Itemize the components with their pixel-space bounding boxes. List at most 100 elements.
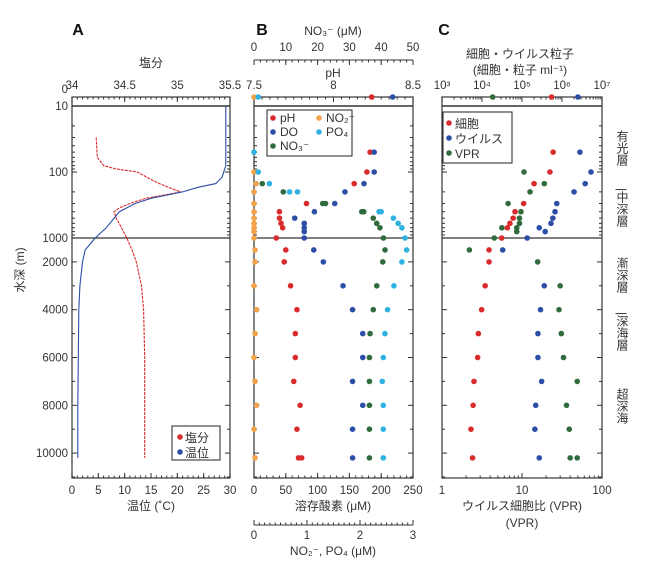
data-point-blue	[552, 208, 558, 215]
data-point-ph	[276, 215, 283, 221]
data-point-no3	[370, 306, 377, 313]
bottom-tick-label: 100	[592, 485, 611, 497]
plot-frame-a	[71, 96, 231, 479]
data-point-np	[384, 306, 391, 313]
top-tick-label: 10⁵	[513, 80, 531, 92]
legend-label: DO	[280, 125, 298, 139]
data-point-blue	[532, 402, 539, 409]
data-point-ph	[281, 259, 288, 265]
data-point-np	[255, 94, 262, 100]
data-point-red	[498, 235, 505, 241]
data-point-green	[566, 426, 573, 433]
y-tick-label: 100	[49, 167, 68, 179]
bottom-tick-label: 30	[224, 485, 237, 497]
data-point-no3	[367, 330, 373, 337]
data-point-no3	[373, 283, 380, 289]
no3-tick-label: 0	[251, 42, 257, 54]
data-point-do	[291, 215, 298, 221]
bottom-tick-label: 0	[69, 485, 75, 497]
data-point-np	[252, 259, 258, 265]
data-point-ph	[276, 208, 283, 215]
data-point-np	[252, 247, 258, 253]
do-tick-label: 50	[279, 485, 292, 497]
zone-label: |中深層	[615, 188, 629, 228]
legend-label: NO₃⁻	[280, 139, 309, 153]
data-point-green	[558, 330, 565, 337]
do-tick-label: 250	[403, 485, 422, 497]
data-point-red	[468, 426, 474, 433]
data-point-do	[342, 189, 348, 195]
data-point-green	[541, 180, 548, 187]
data-point-do	[359, 354, 366, 361]
data-point-green	[534, 259, 541, 265]
data-point-blue	[548, 220, 554, 227]
data-point-do	[361, 180, 367, 187]
data-point-no3	[366, 402, 373, 409]
data-point-no3	[366, 378, 373, 385]
data-point-green	[489, 94, 496, 100]
ph-tick-label: 7.5	[246, 80, 262, 92]
data-point-blue	[532, 426, 538, 433]
legend-c	[442, 111, 513, 164]
data-point-do	[310, 247, 317, 253]
data-point-no3	[379, 259, 386, 265]
data-point-no3	[380, 235, 387, 241]
y-tick-label: 10	[55, 101, 68, 113]
data-point-green	[466, 247, 473, 253]
data-point-red	[550, 149, 556, 155]
data-point-ph	[294, 306, 300, 313]
do-axis-title: 溶存酸素 (μM)	[295, 498, 371, 513]
ph-axis-title: pH	[325, 66, 340, 80]
data-point-green	[574, 378, 581, 385]
y-tick-label: 0	[62, 84, 68, 96]
data-point-do	[320, 259, 327, 265]
data-point-np	[252, 330, 258, 337]
data-point-no3	[366, 455, 373, 461]
top-tick-label: 10⁷	[594, 80, 611, 92]
data-point-np	[380, 402, 387, 409]
legend-marker	[177, 434, 183, 440]
data-point-blue	[535, 354, 541, 361]
no3-tick-label: 10	[279, 42, 292, 54]
data-point-green	[491, 235, 498, 241]
top-axis-title: 塩分	[139, 55, 163, 70]
top-tick-label: 10⁴	[473, 80, 491, 92]
y-tick-label: 6000	[42, 353, 68, 365]
legend-label: ウイルス	[455, 132, 503, 146]
y-tick-label: 2000	[42, 257, 68, 269]
bottom-tick-label: 5	[95, 485, 101, 497]
data-point-green	[521, 169, 527, 175]
data-point-np	[378, 208, 385, 215]
data-point-no3	[382, 247, 388, 253]
data-point-ph	[287, 283, 294, 289]
data-point-red	[510, 215, 516, 221]
data-point-np	[399, 224, 405, 231]
bottom-tick-label: 1	[439, 485, 445, 497]
data-point-red	[469, 455, 476, 461]
data-point-no3	[373, 220, 380, 227]
legend-marker	[316, 129, 322, 135]
data-point-green	[567, 455, 573, 461]
data-point-blue	[550, 215, 556, 221]
data-point-no3	[280, 189, 287, 195]
data-point-np	[253, 402, 260, 409]
data-point-ph	[368, 94, 375, 100]
data-point-blue	[538, 378, 545, 385]
data-point-blue	[582, 180, 588, 187]
data-point-np	[379, 378, 386, 385]
data-point-do	[349, 455, 356, 461]
top-tick-label: 35	[171, 80, 184, 92]
np-tick-label: 2	[357, 530, 363, 542]
data-point-green	[505, 200, 511, 207]
y-tick-label: 4000	[42, 305, 68, 317]
data-point-green	[556, 306, 562, 313]
np-tick-label: 3	[410, 530, 416, 542]
data-point-do	[301, 228, 308, 235]
data-point-blue	[541, 283, 548, 289]
y-tick-label: 10000	[36, 448, 68, 460]
data-point-green	[563, 402, 570, 409]
bottom-tick-label: 25	[197, 485, 210, 497]
do-tick-label: 150	[340, 485, 359, 497]
data-point-ph	[367, 149, 373, 155]
